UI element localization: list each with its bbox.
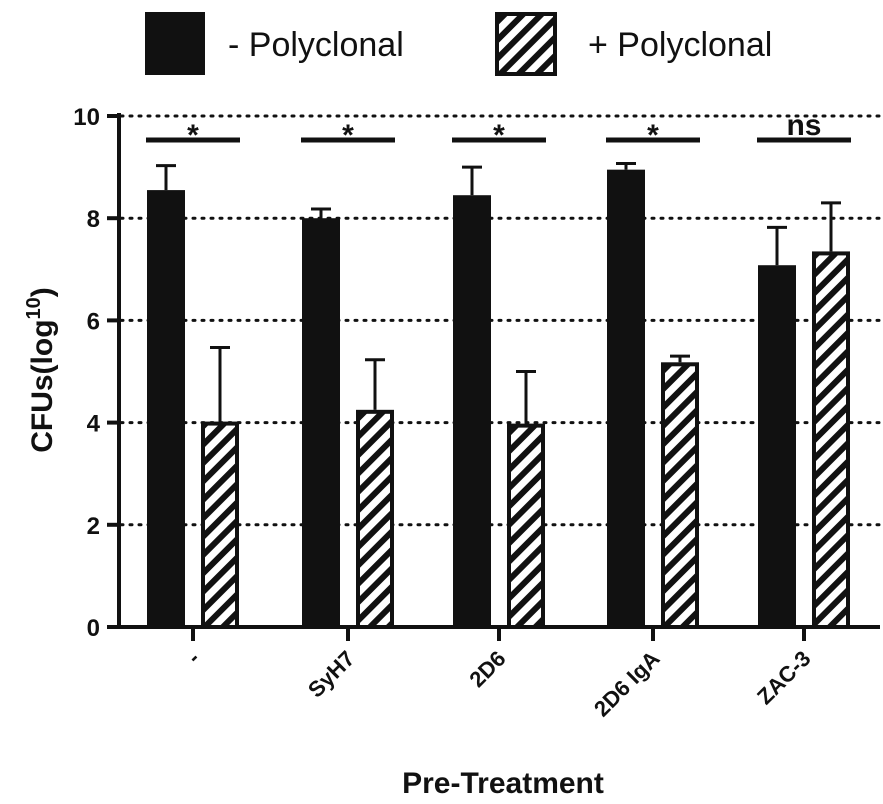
y-axis-title-superscript: 10 bbox=[23, 297, 45, 319]
bar-plus-polyclonal bbox=[201, 421, 239, 629]
x-tick-label: - bbox=[182, 646, 205, 669]
y-axis-title-close: ) bbox=[26, 287, 59, 297]
legend-swatch-hatch bbox=[495, 12, 557, 76]
legend-swatch-solid bbox=[145, 12, 205, 75]
significance-label: * bbox=[647, 119, 659, 152]
legend-label-plus-polyclonal: + Polyclonal bbox=[588, 26, 772, 64]
y-tick-label: 6 bbox=[87, 308, 100, 335]
y-tick-label: 2 bbox=[87, 513, 100, 540]
bar-minus-polyclonal bbox=[453, 195, 491, 627]
y-axis-ticks: 0 2 4 6 8 10 bbox=[73, 104, 119, 642]
x-tick-label: 2D6 IgA bbox=[589, 646, 665, 722]
bar-minus-polyclonal bbox=[147, 190, 185, 627]
x-tick-label: SyH7 bbox=[303, 646, 360, 703]
y-axis-title: CFUs(log10) bbox=[23, 287, 59, 453]
significance-label: * bbox=[493, 119, 505, 152]
bar-minus-polyclonal bbox=[607, 169, 645, 627]
y-axis-title-main: CFUs(log bbox=[26, 319, 59, 452]
x-tick-label: 2D6 bbox=[464, 646, 510, 692]
bar-plus-polyclonal bbox=[661, 362, 699, 629]
x-axis-title: Pre-Treatment bbox=[402, 767, 604, 800]
significance-annotations: * * * * ns bbox=[146, 109, 851, 152]
bar-minus-polyclonal bbox=[758, 265, 796, 627]
significance-label: ns bbox=[786, 109, 821, 142]
y-tick-label: 8 bbox=[87, 206, 100, 233]
legend-label-minus-polyclonal: - Polyclonal bbox=[228, 26, 404, 64]
gridlines bbox=[119, 114, 882, 527]
bar-minus-polyclonal bbox=[302, 218, 340, 627]
x-axis-ticks: - SyH7 2D6 2D6 IgA ZAC-3 bbox=[182, 627, 816, 721]
y-tick-label: 0 bbox=[87, 615, 100, 642]
y-tick-label: 10 bbox=[73, 104, 100, 131]
significance-label: * bbox=[187, 119, 199, 152]
x-tick-label: ZAC-3 bbox=[752, 646, 815, 709]
bar-plus-polyclonal bbox=[356, 409, 394, 630]
significance-label: * bbox=[342, 119, 354, 152]
legend: - Polyclonal + Polyclonal bbox=[145, 12, 772, 76]
bar-plus-polyclonal bbox=[812, 251, 850, 629]
bar-plus-polyclonal bbox=[507, 423, 545, 630]
y-tick-label: 4 bbox=[87, 411, 101, 438]
bars bbox=[147, 162, 850, 630]
